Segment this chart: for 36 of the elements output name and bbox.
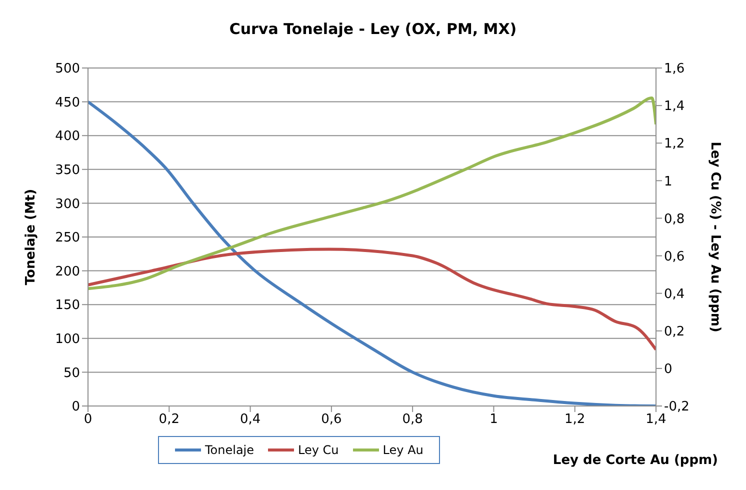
y2-tick-label: 0,4 bbox=[664, 286, 685, 302]
x-tick-label: 0,2 bbox=[158, 412, 180, 428]
y-tick-label: 50 bbox=[63, 366, 80, 381]
x-tick-label: 0,8 bbox=[402, 412, 423, 428]
y2-tick-label: 1,6 bbox=[664, 62, 685, 77]
y-tick-label: 0 bbox=[72, 400, 80, 415]
y-tick-label: 250 bbox=[55, 230, 80, 246]
y2-tick-label: 0,2 bbox=[664, 324, 685, 340]
x-axis-title: Ley de Corte Au (ppm) bbox=[552, 453, 718, 468]
y2-tick-label: 1 bbox=[664, 174, 672, 190]
y-tick-label: 100 bbox=[55, 332, 80, 348]
legend-label: Ley Au bbox=[382, 443, 424, 457]
y2-axis-title: Ley Cu (%) - Ley Au (ppm) bbox=[707, 142, 722, 332]
legend-label: Tonelaje bbox=[204, 443, 254, 457]
chart-title: Curva Tonelaje - Ley (OX, PM, MX) bbox=[228, 20, 518, 38]
y2-tick-label: 1,4 bbox=[664, 99, 685, 114]
y2-tick-label: 1,2 bbox=[664, 136, 685, 152]
y2-tick-label: 0,6 bbox=[664, 249, 685, 264]
y-tick-label: 300 bbox=[55, 196, 80, 212]
y-tick-label: 200 bbox=[55, 264, 80, 280]
legend-label: Ley Cu bbox=[297, 443, 339, 457]
y-tick-label: 400 bbox=[55, 129, 80, 144]
x-tick-label: 0 bbox=[84, 412, 92, 428]
y2-tick-label: -0,2 bbox=[664, 400, 690, 415]
y2-tick-label: 0,8 bbox=[664, 212, 685, 227]
y-tick-label: 350 bbox=[55, 163, 80, 178]
x-tick-label: 1,4 bbox=[646, 412, 666, 428]
y-tick-label: 500 bbox=[55, 62, 80, 77]
y2-tick-label: 0 bbox=[664, 362, 672, 378]
y-axis-title: Tonelaje (Mt) bbox=[24, 188, 39, 286]
x-tick-label: 1,2 bbox=[564, 412, 586, 428]
x-tick-label: 0,6 bbox=[321, 412, 342, 428]
x-tick-label: 1 bbox=[490, 412, 498, 428]
y-tick-label: 150 bbox=[55, 298, 80, 314]
x-tick-label: 0,4 bbox=[240, 412, 261, 428]
y-tick-label: 450 bbox=[55, 95, 80, 110]
